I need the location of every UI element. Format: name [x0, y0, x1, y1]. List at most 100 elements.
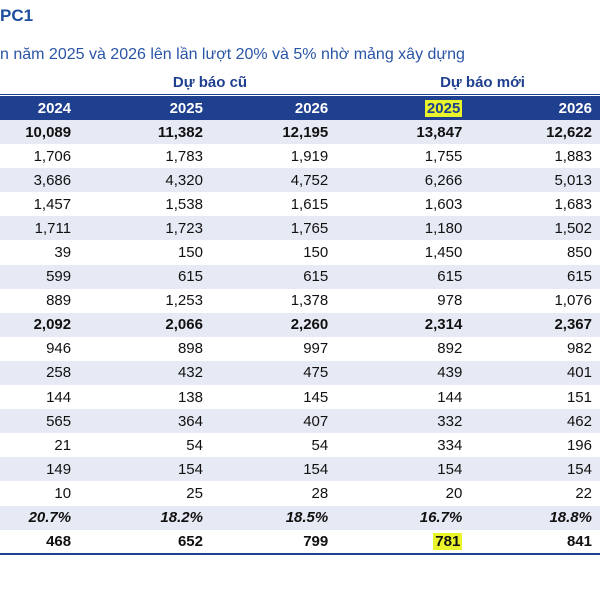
- table-cell: 4,752: [210, 168, 337, 193]
- table-cell: 982: [470, 336, 600, 361]
- table-cell: 462: [470, 409, 600, 434]
- table-cell: 841: [470, 529, 600, 555]
- table-cell: 150: [79, 240, 211, 265]
- table-cell: 475: [210, 360, 337, 386]
- table-row: 10,089 11,382 12,195 13,847 12,622: [0, 120, 600, 145]
- table-cell: 151: [470, 385, 600, 410]
- table-row: 20.7% 18.2% 18.5% 16.7% 18.8%: [0, 505, 600, 530]
- table-cell: 615: [336, 264, 471, 289]
- table-row: 21 54 54 334 196: [0, 433, 600, 458]
- table-row: 1,457 1,538 1,615 1,603 1,683: [0, 192, 600, 217]
- table-cell: 4,320: [79, 168, 211, 193]
- table-cell: 149: [0, 457, 80, 482]
- table-row: 3,686 4,320 4,752 6,266 5,013: [0, 168, 600, 193]
- table-cell: 16.7%: [336, 505, 471, 530]
- table-cell: 10: [0, 481, 80, 506]
- table-row: 565 364 407 332 462: [0, 409, 600, 434]
- table-cell: 22: [470, 481, 600, 506]
- table-cell: 898: [79, 336, 211, 361]
- table-cell: 2,314: [336, 312, 471, 337]
- table-cell: 2,066: [79, 312, 211, 337]
- page-title: PC1: [0, 6, 34, 25]
- table-cell: 615: [470, 264, 600, 289]
- table-cell: 892: [336, 336, 471, 361]
- table-cell: 13,847: [336, 120, 471, 145]
- table-cell: 1,538: [79, 192, 211, 217]
- table-cell: 1,765: [210, 216, 337, 241]
- table-cell: 18.2%: [79, 505, 211, 530]
- table-cell: 401: [470, 360, 600, 386]
- table-cell: 54: [79, 433, 211, 458]
- table-cell: 145: [210, 385, 337, 410]
- highlight-mark: 2025: [424, 99, 463, 117]
- table-cell: 21: [0, 433, 80, 458]
- table-cell: 439: [336, 360, 471, 386]
- table-row: 258 432 475 439 401: [0, 360, 600, 386]
- table-cell: 20: [336, 481, 471, 506]
- table-cell: 946: [0, 336, 80, 361]
- page-subtitle: n năm 2025 và 2026 lên lần lượt 20% và 5…: [0, 46, 465, 63]
- table-cell: 1,457: [0, 192, 80, 217]
- table-cell: 18.5%: [210, 505, 337, 530]
- table-cell: 1,783: [79, 144, 211, 169]
- table-cell: 3,686: [0, 168, 80, 193]
- table-cell: 150: [210, 240, 337, 265]
- table-cell: 565: [0, 409, 80, 434]
- table-cell: 20.7%: [0, 505, 80, 530]
- col-header-2026-old: 2026: [210, 96, 337, 120]
- table-cell: 334: [336, 433, 471, 458]
- col-header-2025-old: 2025: [79, 96, 211, 120]
- table-cell: 1,450: [336, 240, 471, 265]
- table-cell: 468: [0, 529, 80, 555]
- table-header-row: 2024 2025 2026 2025 2026: [0, 96, 600, 120]
- table-row: 10 25 28 20 22: [0, 481, 600, 506]
- table-row: 2,092 2,066 2,260 2,314 2,367: [0, 312, 600, 337]
- table-cell: 154: [210, 457, 337, 482]
- table-cell: 2,367: [470, 312, 600, 337]
- table-cell: 599: [0, 264, 80, 289]
- col-header-2025-new: 2025: [336, 96, 471, 120]
- table-row: 144 138 145 144 151: [0, 385, 600, 410]
- table-cell: 5,013: [470, 168, 600, 193]
- table-cell: 196: [470, 433, 600, 458]
- table-cell: 1,180: [336, 216, 471, 241]
- group-header-old-forecast: Dự báo cũ: [172, 74, 248, 91]
- table-cell: 12,195: [210, 120, 337, 145]
- table-row: 468 652 799 781 841: [0, 529, 600, 555]
- table-cell: 889: [0, 288, 80, 313]
- table-cell: 154: [470, 457, 600, 482]
- table-row: 1,711 1,723 1,765 1,180 1,502: [0, 216, 600, 241]
- table-cell: 364: [79, 409, 211, 434]
- table-cell: 10,089: [0, 120, 80, 145]
- table-cell: 28: [210, 481, 337, 506]
- table-cell: 1,502: [470, 216, 600, 241]
- table-cell: 25: [79, 481, 211, 506]
- table-cell: 615: [79, 264, 211, 289]
- table-cell: 1,755: [336, 144, 471, 169]
- table-row: 946 898 997 892 982: [0, 336, 600, 361]
- table-cell: 144: [0, 385, 80, 410]
- table-cell: 2,092: [0, 312, 80, 337]
- table-cell: 11,382: [79, 120, 211, 145]
- table-cell: 144: [336, 385, 471, 410]
- table-cell: 154: [79, 457, 211, 482]
- table-cell: 54: [210, 433, 337, 458]
- table-cell: 258: [0, 360, 80, 386]
- table-cell: 1,919: [210, 144, 337, 169]
- table-cell: 432: [79, 360, 211, 386]
- table-cell: 1,711: [0, 216, 80, 241]
- table-row: 149 154 154 154 154: [0, 457, 600, 482]
- table-cell: 138: [79, 385, 211, 410]
- col-header-2024: 2024: [0, 96, 80, 120]
- table-cell: 615: [210, 264, 337, 289]
- table-cell: 407: [210, 409, 337, 434]
- col-header-2026-new: 2026: [470, 96, 600, 120]
- table-cell: 1,723: [79, 216, 211, 241]
- table-cell: 12,622: [470, 120, 600, 145]
- table-row: 889 1,253 1,378 978 1,076: [0, 288, 600, 313]
- table-cell: 1,076: [470, 288, 600, 313]
- table-cell: 1,683: [470, 192, 600, 217]
- group-header-row: Dự báo cũ Dự báo mới: [0, 72, 600, 95]
- table-cell: 799: [210, 529, 337, 555]
- table-row: 39 150 150 1,450 850: [0, 240, 600, 265]
